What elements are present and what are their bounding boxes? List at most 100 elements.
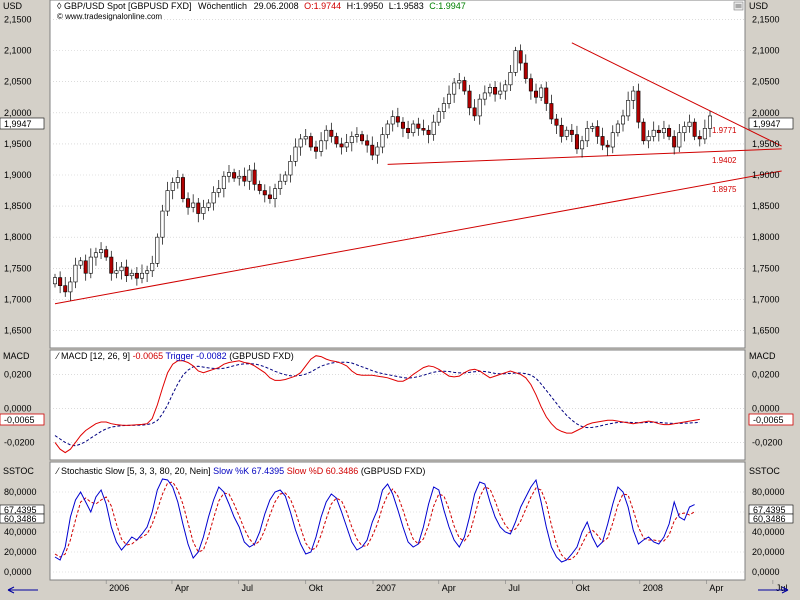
panel-menu-icon[interactable] xyxy=(733,1,744,11)
candle-up xyxy=(293,146,298,162)
candle-up xyxy=(155,236,160,264)
candle-down xyxy=(196,202,201,214)
stoch-tick-left: 40,0000 xyxy=(4,527,37,537)
candle-up xyxy=(273,188,278,199)
candle-down xyxy=(313,146,318,152)
time-label: Jul xyxy=(776,583,788,593)
price-tick-left: 1,9500 xyxy=(4,139,32,149)
candle-up xyxy=(216,188,221,193)
candle-down xyxy=(134,272,139,279)
candle-down xyxy=(329,129,334,137)
candle-down xyxy=(339,143,344,148)
candle-up xyxy=(160,210,165,238)
price-tick-left: 1,7500 xyxy=(4,263,32,273)
candle-down xyxy=(493,87,498,95)
macd-grid xyxy=(50,374,745,443)
candle-down xyxy=(667,128,672,137)
candle-up xyxy=(503,84,508,92)
price-tick-right: 2,1500 xyxy=(752,15,780,25)
candle-up xyxy=(380,134,385,148)
stoch-tick-right: 20,0000 xyxy=(752,547,785,557)
trigger-value: -0.0082 xyxy=(196,351,227,361)
price-tick-right: 1,8000 xyxy=(752,232,780,242)
scroll-left-button[interactable] xyxy=(7,586,38,594)
candle-up xyxy=(682,126,687,134)
scroll-right-button[interactable] xyxy=(758,586,789,594)
candle-up xyxy=(585,128,590,142)
stoch-lines xyxy=(54,478,695,563)
price-tick-right: 1,7500 xyxy=(752,263,780,273)
stoch-tick-left: 20,0000 xyxy=(4,547,37,557)
ohlc-close: C:1.9947 xyxy=(429,1,466,11)
candle-down xyxy=(180,177,185,199)
candle-down xyxy=(421,128,426,131)
price-tick-left: 1,9000 xyxy=(4,170,32,180)
candle-down xyxy=(83,260,88,274)
stoch-k-current-left: 67,4395 xyxy=(4,505,37,515)
time-axis: 2006 Apr Jul Okt 2007 Apr Jul Okt 2008 Apr Jul xyxy=(105,580,788,593)
stoch-panel[interactable] xyxy=(49,461,746,581)
stoch-title-text: Stochastic Slow [5, 3, 3, 80, 20, Nein] xyxy=(61,466,211,476)
price-tick-left: 1,8500 xyxy=(4,201,32,211)
time-label: Okt xyxy=(309,583,324,593)
candle-down xyxy=(569,129,574,135)
candle-down xyxy=(656,129,661,134)
macd-label-left: MACD xyxy=(3,351,30,361)
candle-down xyxy=(416,123,421,129)
candle-down xyxy=(406,128,411,134)
time-label: Okt xyxy=(576,583,591,593)
candle-down xyxy=(395,116,400,123)
candle-down xyxy=(462,80,467,92)
candle-up xyxy=(221,175,226,189)
candle-up xyxy=(78,260,83,266)
stoch-tick-left: 0,0000 xyxy=(4,567,32,577)
candle-up xyxy=(165,190,170,212)
candle-up xyxy=(631,90,636,101)
candle-up xyxy=(237,175,242,179)
long-trend-label: 1.8975 xyxy=(712,185,737,194)
stoch-d-value: 60.3486 xyxy=(326,466,359,476)
price-panel[interactable] xyxy=(49,0,746,349)
candle-up xyxy=(175,177,180,183)
website-link[interactable]: © www.tradesignalonline.com xyxy=(57,12,162,21)
candle-down xyxy=(365,140,370,146)
candle-up xyxy=(73,264,78,283)
candle-down xyxy=(252,169,257,185)
trendline-2 xyxy=(387,148,782,165)
candle-down xyxy=(672,136,677,148)
macd-panel[interactable] xyxy=(49,349,746,461)
candle-down xyxy=(58,277,63,286)
stoch-title-icon: ⁄ xyxy=(55,466,61,476)
candle-up xyxy=(211,192,216,204)
macd-symbol: (GBPUSD FXD) xyxy=(229,351,294,361)
candle-up xyxy=(226,172,231,177)
candle-down xyxy=(559,124,564,137)
current-price-right: 1,9947 xyxy=(753,119,781,129)
time-label: Apr xyxy=(442,583,456,593)
macd-value: -0.0065 xyxy=(133,351,164,361)
candle-up xyxy=(702,128,707,140)
candle-up xyxy=(303,136,308,140)
candle-up xyxy=(99,249,104,254)
candle-up xyxy=(206,202,211,208)
candle-up xyxy=(621,115,626,125)
candle-up xyxy=(498,90,503,95)
candle-up xyxy=(278,180,283,189)
price-tick-right: 1,8500 xyxy=(752,201,780,211)
time-label: Jul xyxy=(508,583,520,593)
macd-current-right: -0,0065 xyxy=(753,415,784,425)
candle-up xyxy=(93,252,98,258)
macd-title-icon: ⁄ xyxy=(55,351,61,361)
price-tick-left: 2,0000 xyxy=(4,108,32,118)
price-tick-left: 1,7000 xyxy=(4,294,32,304)
time-label: Apr xyxy=(709,583,723,593)
candle-down xyxy=(467,90,472,109)
candle-up xyxy=(114,270,119,274)
candle-down xyxy=(360,134,365,142)
candle-up xyxy=(247,169,252,182)
stoch-k-label: Slow %K xyxy=(213,466,249,476)
candle-up xyxy=(707,115,712,129)
support-label: 1.9402 xyxy=(712,156,737,165)
macd-tick-right: -0,0200 xyxy=(752,437,783,447)
